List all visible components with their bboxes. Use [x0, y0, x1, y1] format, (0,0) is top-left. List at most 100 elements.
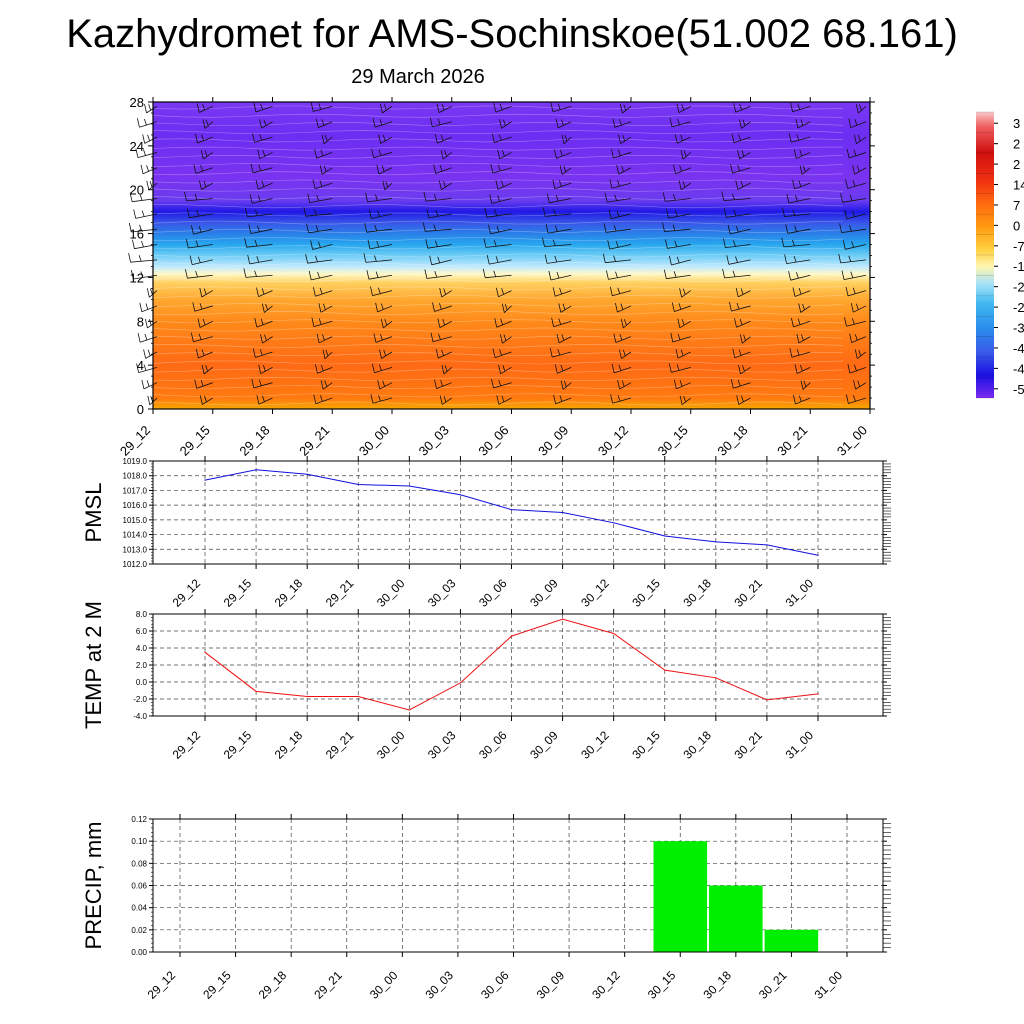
wind-barb-feather [146, 165, 149, 172]
wind-barb-feather [736, 302, 740, 310]
contour-line [152, 220, 844, 225]
x-tick-label: 31_00 [812, 968, 846, 1002]
x-tick-label: 29_18 [272, 576, 306, 610]
wind-barb-feather [250, 163, 254, 173]
wind-barb-feather [793, 149, 797, 159]
wind-barb-feather [739, 334, 743, 344]
wind-barb [795, 397, 811, 405]
x-tick-label: 29_12 [145, 968, 179, 1002]
wind-barb-feather [857, 380, 861, 387]
wind-barb-feather [797, 318, 801, 325]
wind-barb [186, 198, 213, 202]
wind-barb-feather [731, 133, 735, 143]
data-point [357, 695, 359, 698]
wind-barb-feather [793, 394, 796, 405]
wind-barb-feather [501, 303, 505, 313]
wind-barb-feather [680, 150, 684, 160]
wind-barb-feather [263, 364, 266, 372]
wind-barb-feather [788, 271, 791, 281]
wind-barb-feather [383, 349, 387, 357]
wind-barb-feather [856, 165, 860, 172]
wind-barb-feather [146, 380, 150, 387]
contour-line [152, 237, 844, 241]
wind-barb-feather [199, 287, 203, 298]
wind-barb-feather [372, 363, 375, 373]
wind-barb-feather [678, 180, 682, 190]
wind-barb-feather [785, 224, 789, 234]
x-tick-label: 30_06 [476, 576, 510, 610]
wind-barb-feather [738, 134, 741, 141]
data-point [306, 473, 308, 475]
wind-barb-feather [742, 119, 746, 126]
wind-barb [203, 367, 213, 375]
wind-barb-feather [552, 287, 556, 297]
wind-barb-feather [197, 256, 201, 263]
x-tick-label: 30_03 [425, 576, 459, 610]
wind-barb [252, 167, 273, 174]
x-tick-label: 30_06 [476, 728, 510, 762]
x-tick-label: 29_21 [323, 576, 357, 610]
wind-barb-feather [194, 379, 198, 389]
wind-barb-feather [314, 149, 317, 159]
y-tick-label: 0.00 [131, 948, 147, 957]
wind-barb-feather [148, 319, 152, 326]
y-tick-label: 28 [130, 95, 144, 110]
wind-barb-feather [737, 164, 741, 172]
wind-barb-feather [852, 180, 856, 187]
wind-barb [843, 274, 867, 280]
wind-barb-feather [803, 380, 807, 387]
y-tick-label: 8.0 [136, 610, 148, 619]
wind-barb-feather [437, 118, 441, 125]
wind-barb [560, 305, 572, 313]
wind-barb-feather [433, 193, 437, 201]
wind-barb [247, 213, 273, 218]
x-tick-label: 30_06 [478, 968, 512, 1002]
wind-barb-feather [732, 348, 736, 358]
wind-barb-feather [144, 103, 147, 113]
wind-barb [681, 290, 691, 298]
data-point [613, 522, 615, 524]
wind-barb-feather [429, 117, 433, 127]
wind-barb-feather [260, 334, 263, 344]
wind-barb-feather [623, 104, 627, 111]
y-tick-label: 1018.0 [123, 472, 148, 481]
wind-barb-feather [257, 195, 261, 202]
wind-barb-feather [853, 380, 856, 390]
wind-barb [682, 152, 692, 160]
wind-barb-feather [432, 302, 435, 312]
wind-barb-feather [558, 303, 562, 313]
wind-barb-feather [564, 134, 568, 142]
wind-barb-feather [198, 226, 202, 233]
x-tick-label: 30_15 [629, 728, 663, 762]
wind-barb-feather [380, 303, 384, 310]
wind-barb-feather [438, 333, 441, 340]
x-tick-label: 30_18 [680, 576, 714, 610]
wind-barb [189, 213, 213, 219]
wind-barb-feather [555, 194, 559, 202]
wind-barb-feather [198, 333, 202, 340]
wind-barb-feather [801, 334, 804, 341]
contour-line [152, 319, 844, 324]
wind-barb-feather [145, 318, 148, 328]
wind-barb [787, 228, 811, 234]
x-tick-label: 31_00 [783, 576, 817, 610]
wind-barb-feather [560, 364, 564, 372]
wind-barb-feather [674, 134, 678, 144]
data-point [408, 709, 410, 711]
wind-barb-feather [259, 349, 263, 356]
wind-barb [188, 244, 213, 249]
wind-barb-feather [366, 270, 370, 280]
wind-barb [672, 336, 691, 343]
wind-barb-feather [670, 332, 674, 343]
wind-barb-feather [199, 180, 202, 190]
wind-barb [490, 228, 512, 235]
wind-barb [544, 244, 572, 247]
wind-barb-feather [482, 268, 486, 278]
x-tick-label: 30_12 [595, 423, 631, 459]
wind-barb [494, 351, 512, 358]
y-tick-label: 24 [130, 139, 144, 154]
wind-barb-feather [187, 208, 190, 218]
wind-barb-feather [308, 270, 312, 280]
wind-barb [731, 305, 751, 312]
wind-barb-feather [252, 348, 256, 358]
